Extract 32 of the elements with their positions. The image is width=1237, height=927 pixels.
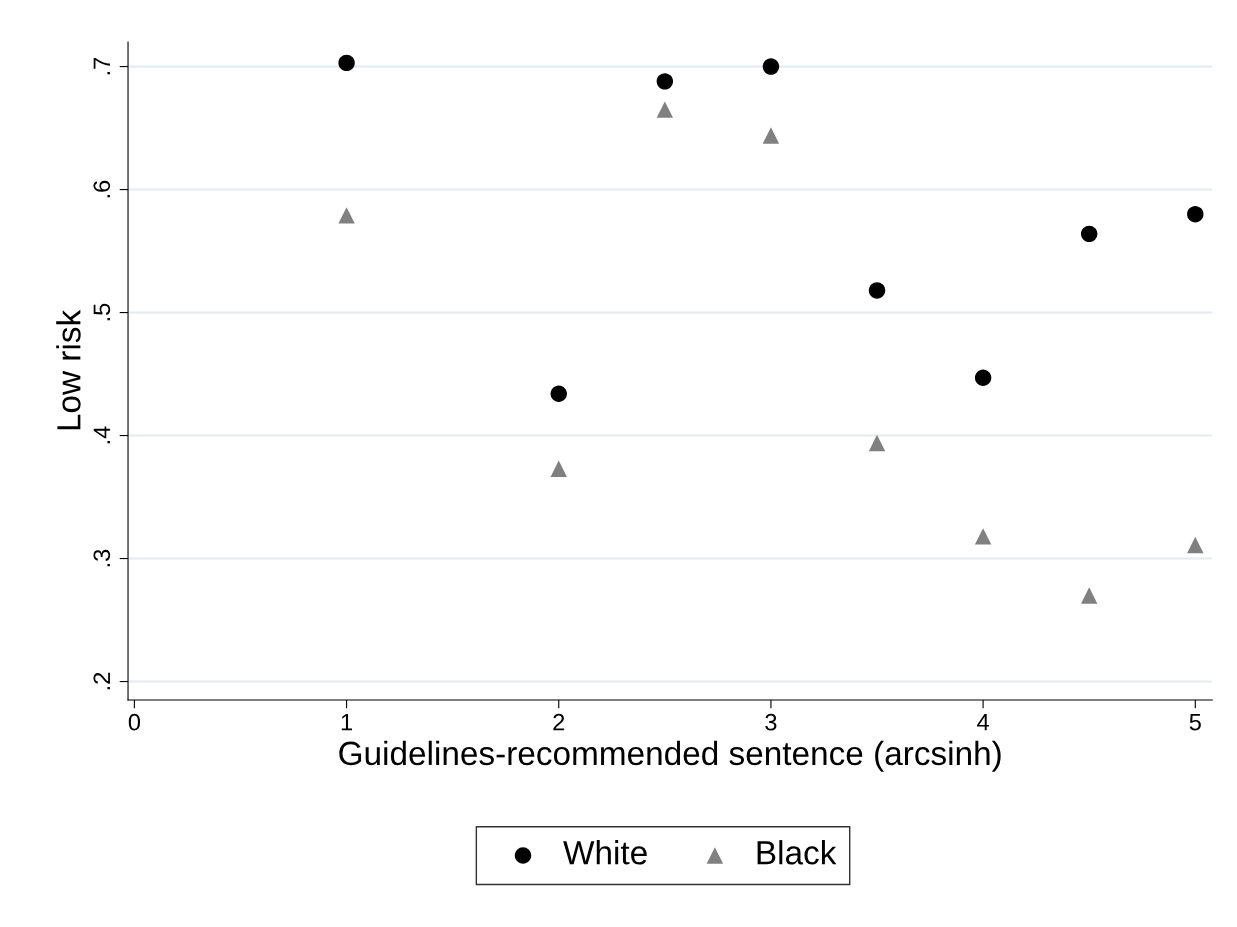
point bbox=[974, 369, 992, 386]
x-tick-label: 2 bbox=[553, 713, 565, 731]
point bbox=[338, 207, 355, 224]
point bbox=[550, 460, 567, 477]
y-tick-label: .2 bbox=[93, 672, 110, 690]
point bbox=[656, 101, 674, 118]
point bbox=[338, 54, 355, 72]
y-axis-title: Low risk bbox=[56, 309, 81, 430]
legend-label: White bbox=[563, 840, 647, 865]
point bbox=[974, 528, 992, 545]
point bbox=[1187, 536, 1204, 554]
x-tick-label: 3 bbox=[765, 713, 777, 731]
y-tick-label: .7 bbox=[93, 57, 110, 75]
legend-label: Black bbox=[757, 840, 837, 865]
y-tick-label: .6 bbox=[93, 180, 111, 198]
point bbox=[762, 127, 780, 144]
point bbox=[1187, 205, 1204, 223]
x-tick-label: 1 bbox=[341, 714, 352, 731]
point bbox=[656, 73, 674, 90]
point bbox=[868, 434, 886, 452]
x-tick-label: 5 bbox=[1189, 714, 1201, 731]
point bbox=[1080, 587, 1098, 604]
x-axis-title: Guidelines-recommended sentence (arcsinh) bbox=[339, 740, 1001, 772]
point bbox=[762, 58, 780, 75]
y-tick-label: .4 bbox=[93, 426, 110, 444]
x-tick-label: 4 bbox=[977, 714, 989, 731]
point bbox=[550, 385, 567, 402]
point bbox=[1080, 225, 1098, 243]
y-tick-label: .3 bbox=[93, 549, 111, 567]
point bbox=[868, 282, 886, 299]
y-tick-label: .5 bbox=[93, 303, 111, 321]
x-tick-label: 0 bbox=[128, 713, 141, 731]
